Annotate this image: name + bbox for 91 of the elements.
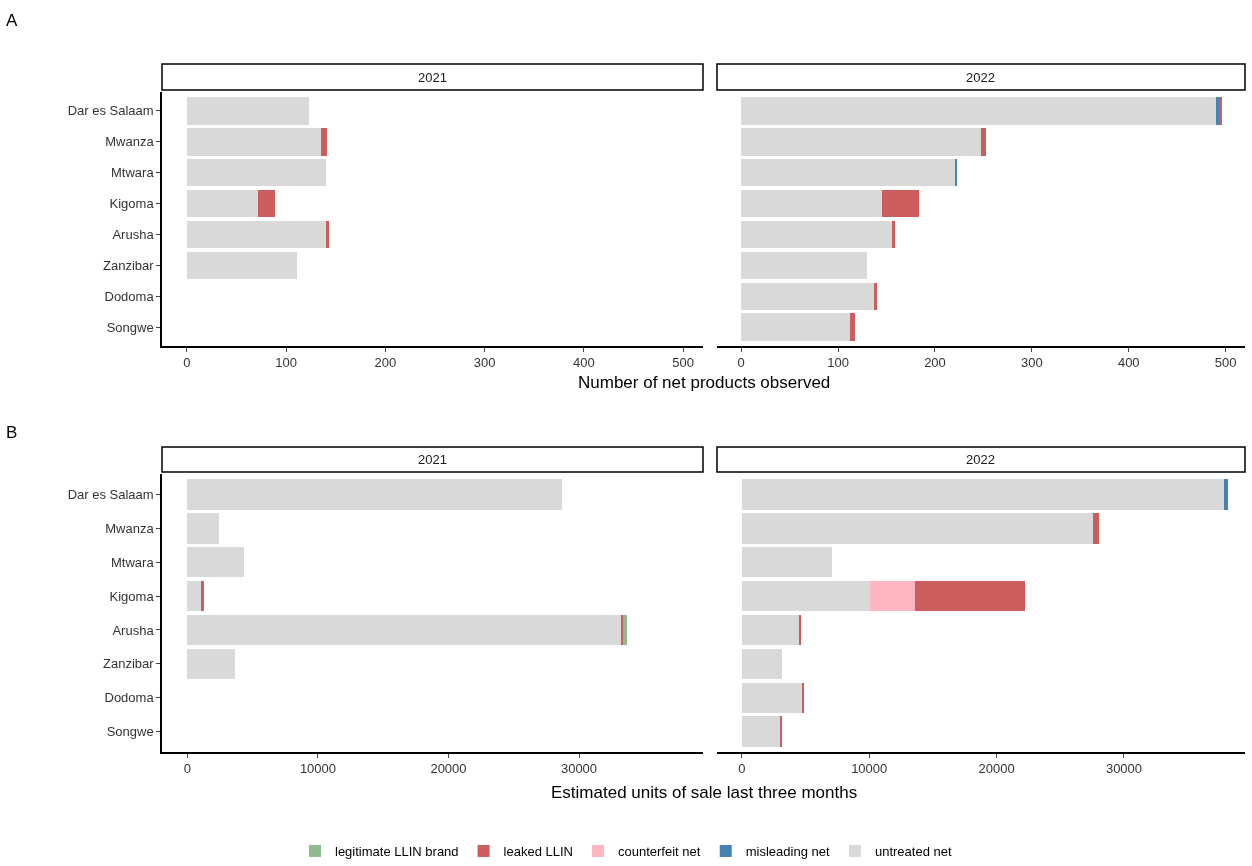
chart-title: 2022 — [966, 452, 995, 467]
y-tick-label: Mtwara — [111, 554, 155, 570]
bar — [741, 682, 803, 714]
y-tick-label: Songwe — [106, 319, 154, 335]
bar — [741, 127, 982, 156]
bar — [741, 189, 882, 218]
x-tick-label: 200 — [374, 355, 397, 371]
chart-title: 2022 — [966, 70, 995, 85]
bar — [741, 251, 868, 280]
x-tick-label: 100 — [827, 355, 849, 371]
bar — [186, 251, 297, 280]
text: A — [6, 11, 18, 30]
x-tick-label: 300 — [1021, 355, 1043, 371]
x-tick-label: 400 — [573, 355, 595, 371]
bar — [187, 580, 202, 612]
y-tick-label: Zanzibar — [103, 656, 155, 672]
bar — [849, 313, 855, 342]
x-tick-label: 500 — [1214, 355, 1237, 371]
bar — [187, 479, 563, 510]
bar — [187, 648, 236, 680]
bar — [201, 580, 204, 612]
y-tick-label: Dar es Salaam — [67, 486, 154, 502]
x-tick-label: 10000 — [851, 761, 888, 777]
legend-label: untreated net — [874, 844, 952, 860]
bar — [874, 282, 877, 311]
x-tick-label: 300 — [473, 355, 496, 371]
x-tick-label: 0 — [738, 761, 746, 777]
bar — [187, 512, 219, 544]
bar — [741, 158, 956, 187]
bar — [1223, 479, 1228, 510]
bar — [325, 220, 329, 249]
legend-label: legitimate LLIN brand — [335, 844, 459, 860]
bar — [741, 716, 781, 747]
bar — [186, 158, 326, 187]
bar — [186, 96, 309, 125]
y-tick-label: Arusha — [112, 622, 155, 638]
y-tick-label: Dodoma — [104, 288, 155, 304]
bar — [915, 580, 1025, 612]
bar — [187, 546, 244, 578]
legend-label: misleading net — [745, 844, 830, 860]
bar — [741, 282, 875, 311]
x-tick-label: 500 — [672, 355, 694, 371]
chart-title: 2021 — [418, 452, 447, 467]
bar — [799, 614, 802, 646]
x-tick-label: 0 — [737, 355, 745, 371]
bar — [881, 189, 919, 218]
bar — [741, 648, 782, 680]
bar — [187, 614, 622, 646]
y-tick-label: Songwe — [106, 724, 154, 740]
bar — [186, 220, 326, 249]
x-tick-label: 10000 — [299, 761, 337, 777]
bar — [741, 96, 1217, 125]
x-tick-label: 20000 — [430, 761, 467, 777]
x-tick-label: 400 — [1117, 355, 1140, 371]
bar — [186, 127, 321, 156]
bar — [186, 189, 259, 218]
bar — [892, 220, 896, 249]
bar — [258, 189, 276, 218]
bar — [869, 580, 916, 612]
y-tick-label: Zanzibar — [103, 258, 155, 274]
text: B — [6, 423, 18, 442]
bar — [741, 313, 850, 342]
x-tick-label: 20000 — [978, 761, 1015, 777]
y-tick-label: Arusha — [112, 227, 155, 243]
y-tick-label: Dodoma — [104, 690, 155, 706]
bar — [1092, 512, 1099, 544]
x-tick-label: 0 — [183, 355, 191, 371]
bar — [981, 127, 987, 156]
y-tick-label: Mwanza — [105, 134, 155, 150]
bar — [741, 614, 800, 646]
x-tick-label: 30000 — [560, 761, 598, 777]
x-tick-label: 100 — [275, 355, 297, 371]
x-tick-label: 30000 — [1105, 761, 1143, 777]
bar — [320, 127, 327, 156]
bar — [741, 580, 870, 612]
y-tick-label: Kigoma — [109, 588, 155, 604]
chart-title: 2021 — [418, 70, 447, 85]
bar — [741, 512, 1093, 544]
x-axis-title: Estimated units of sale last three months — [551, 783, 858, 802]
legend-label: counterfeit net — [617, 844, 701, 860]
y-tick-label: Mwanza — [105, 520, 155, 536]
y-tick-label: Mtwara — [111, 165, 155, 181]
y-tick-label: Kigoma — [109, 196, 155, 212]
bar — [741, 546, 833, 578]
x-tick-label: 200 — [924, 355, 946, 371]
bar — [741, 479, 1224, 510]
y-tick-label: Dar es Salaam — [67, 103, 154, 119]
legend-label: leaked LLIN — [503, 844, 573, 860]
x-axis-title: Number of net products observed — [578, 373, 831, 392]
x-tick-label: 0 — [183, 761, 192, 777]
bar — [741, 220, 893, 249]
